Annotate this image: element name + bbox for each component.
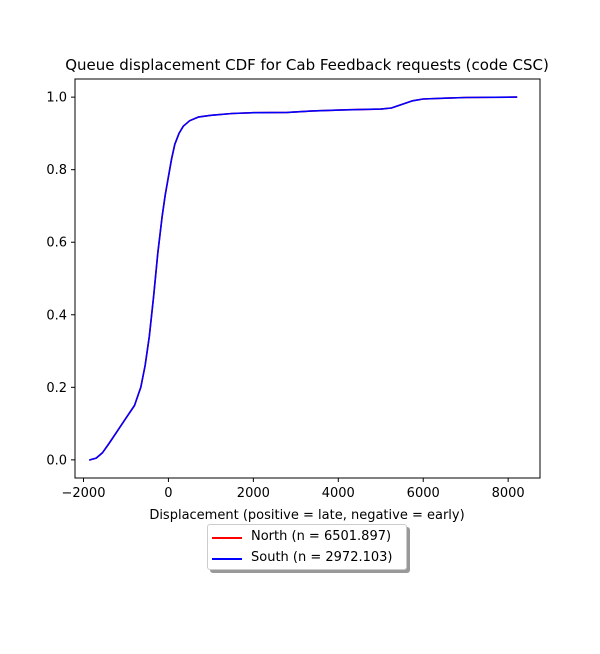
y-tick-label: 1.0	[46, 91, 67, 106]
legend: North (n = 6501.897) South (n = 2972.103…	[207, 524, 407, 570]
legend-label-north: North (n = 6501.897)	[251, 529, 392, 544]
y-tick-label: 0.0	[46, 453, 67, 468]
legend-entry-south: South (n = 2972.103)	[208, 549, 408, 569]
x-axis-label: Displacement (positive = late, negative …	[149, 508, 464, 523]
series-line-south	[89, 96, 518, 461]
x-tick-label: 6000	[407, 486, 440, 501]
y-tick-label: 0.6	[46, 236, 67, 251]
plot-area: −2000 0 2000 4000 6000 8000 0.0 0.2 0.4 0.6 0.8 1.0	[46, 78, 541, 501]
x-tick-label: 8000	[492, 486, 525, 501]
x-tick-label: 2000	[237, 486, 270, 501]
x-tick-label: −2000	[62, 486, 106, 501]
legend-label-south: South (n = 2972.103)	[251, 550, 393, 565]
chart-title: Queue displacement CDF for Cab Feedback …	[65, 56, 549, 74]
plot-frame	[74, 78, 541, 479]
legend-swatch-north	[212, 537, 242, 539]
legend-entry-north: North (n = 6501.897)	[208, 528, 408, 548]
x-tick-label: 0	[164, 486, 172, 501]
series-line-north	[89, 96, 518, 461]
y-tick-label: 0.8	[46, 163, 67, 178]
x-tick-label: 4000	[322, 486, 355, 501]
y-tick-label: 0.4	[46, 308, 67, 323]
legend-swatch-south	[212, 558, 242, 560]
y-tick-label: 0.2	[46, 381, 67, 396]
